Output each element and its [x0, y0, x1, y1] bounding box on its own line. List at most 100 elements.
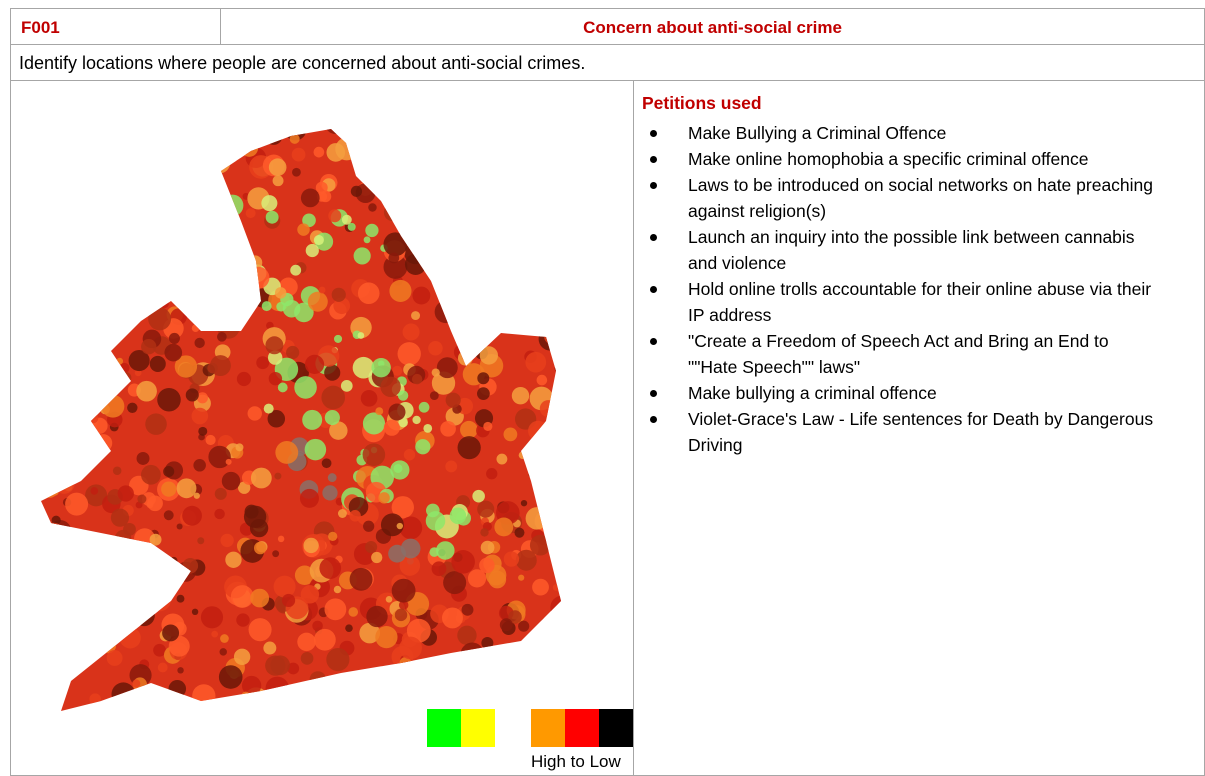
map-patch [283, 710, 298, 711]
map-patch [422, 129, 440, 148]
map-patch [41, 455, 54, 472]
map-patch [189, 215, 209, 234]
map-patch [522, 236, 532, 245]
map-patch [253, 541, 267, 555]
map-patch [397, 342, 421, 366]
map-patch [41, 407, 49, 422]
map-patch [347, 222, 356, 231]
map-patch [501, 706, 525, 711]
map-patch [449, 129, 467, 136]
map-patch [156, 198, 168, 209]
map-patch [496, 453, 508, 465]
map-patch [499, 282, 522, 304]
map-patch [457, 350, 473, 366]
map-patch [360, 389, 378, 407]
map-patch [208, 151, 231, 174]
map-patch [63, 570, 88, 595]
map-patch [60, 162, 73, 175]
map-patch [263, 403, 274, 414]
map-patch [418, 671, 442, 695]
map-patch [525, 129, 542, 132]
map-patch [230, 585, 254, 608]
map-patch [432, 275, 444, 287]
map-patch [422, 225, 445, 249]
map-patch [41, 601, 45, 608]
map-patch [221, 194, 244, 217]
map-patch [276, 301, 286, 312]
map-patch [86, 245, 105, 263]
map-patch [368, 203, 377, 212]
map-patch [140, 274, 161, 295]
map-patch [207, 362, 218, 374]
map-patch [41, 463, 48, 475]
map-patch [319, 190, 332, 203]
map-patch [161, 481, 177, 497]
map-patch [515, 182, 522, 189]
map-patch [343, 115, 357, 129]
map-patch [454, 214, 475, 234]
map-patch [247, 406, 262, 421]
map-patch [228, 134, 237, 143]
map-patch [26, 669, 36, 679]
map-patch [76, 648, 89, 660]
map-patch [83, 141, 95, 153]
map-patch [245, 208, 256, 219]
map-patch [349, 510, 361, 522]
map-patch [550, 595, 561, 620]
map-patch [461, 160, 473, 172]
map-patch [116, 574, 131, 589]
map-patch [515, 549, 537, 571]
map-patch [438, 689, 456, 707]
map-patch [267, 350, 283, 365]
map-patch [241, 675, 262, 696]
map-patch [300, 652, 314, 665]
map-patch [208, 445, 231, 469]
map-patch [79, 200, 99, 221]
map-patch [265, 336, 284, 355]
map-patch [550, 252, 561, 268]
map-patch [177, 667, 184, 674]
map-patch [401, 182, 409, 190]
map-patch [193, 492, 200, 499]
map-patch [248, 618, 272, 642]
map-patch [536, 439, 557, 460]
map-patch [447, 119, 454, 126]
map-patch [347, 132, 365, 151]
map-patch [391, 496, 414, 519]
map-patch [448, 672, 468, 692]
map-patch [363, 236, 371, 244]
map-patch [385, 595, 393, 603]
map-patch [400, 538, 421, 559]
map-patch [207, 215, 217, 224]
map-patch [41, 361, 50, 377]
map-patch [84, 230, 102, 248]
map-patch [223, 246, 244, 267]
map-patch [149, 355, 166, 372]
map-patch [110, 320, 124, 335]
map-patch [294, 376, 317, 399]
map-patch [276, 129, 286, 131]
map-patch [41, 523, 44, 537]
map-patch [267, 410, 286, 428]
map-patch [464, 656, 489, 680]
map-patch [116, 357, 124, 365]
map-patch [532, 578, 549, 596]
map-patch [78, 256, 90, 268]
map-patch [477, 372, 490, 385]
map-patch [388, 403, 406, 421]
map-patch [94, 221, 116, 242]
map-patch [41, 568, 55, 588]
map-patch [102, 309, 113, 320]
map-patch [81, 558, 89, 565]
map-patch [467, 175, 475, 183]
map-patch [552, 620, 561, 637]
map-patch [337, 509, 347, 518]
map-patch [70, 129, 83, 140]
map-patch [518, 574, 525, 581]
map-patch [501, 185, 526, 210]
map-patch [353, 247, 371, 265]
map-patch [361, 129, 378, 139]
map-patch [359, 622, 380, 644]
map-patch [551, 512, 561, 528]
map-patch [443, 571, 467, 595]
